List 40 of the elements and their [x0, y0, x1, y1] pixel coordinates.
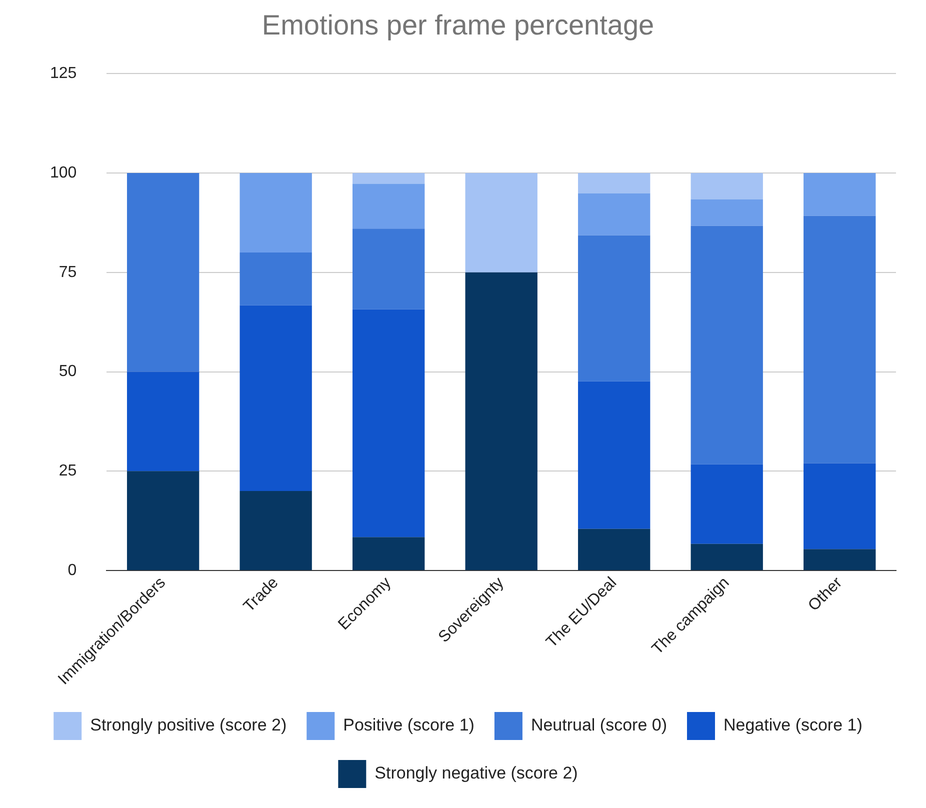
bar — [804, 463, 876, 550]
chart-title: Emotions per frame percentage — [262, 10, 654, 41]
bar — [465, 272, 538, 570]
bar — [578, 381, 650, 529]
bar — [465, 172, 538, 272]
legend-label: Neutrual (score 0) — [530, 716, 668, 735]
bar — [352, 184, 425, 229]
bar — [126, 172, 200, 372]
bar — [804, 216, 876, 464]
bar — [578, 528, 650, 570]
bar — [804, 172, 876, 216]
bar — [240, 491, 312, 570]
bar — [578, 235, 650, 382]
bar — [578, 172, 650, 194]
bar — [240, 305, 312, 492]
bar — [690, 199, 763, 226]
bar — [352, 228, 425, 310]
bar — [690, 226, 763, 464]
y-tick-label: 25 — [58, 462, 77, 480]
legend-label: Positive (score 1) — [343, 716, 474, 735]
bar — [690, 544, 763, 570]
bar — [352, 537, 425, 570]
bar — [240, 172, 312, 253]
bar — [578, 193, 650, 236]
legend-label: Strongly positive (score 2) — [90, 716, 287, 735]
legend-label: Negative (score 1) — [724, 716, 862, 735]
bar — [352, 172, 425, 184]
y-tick-label: 50 — [58, 363, 77, 380]
bar — [690, 464, 763, 544]
bar — [804, 549, 876, 570]
bar — [240, 252, 312, 306]
y-tick-label: 100 — [50, 164, 77, 182]
y-tick-label: 0 — [68, 562, 77, 579]
bar — [352, 309, 425, 538]
y-tick-label: 75 — [58, 264, 77, 281]
bar — [690, 172, 763, 200]
legend-label: Strongly negative (score 2) — [374, 764, 578, 783]
y-tick-label: 125 — [50, 65, 77, 82]
bar — [126, 471, 200, 570]
bar — [126, 372, 200, 472]
